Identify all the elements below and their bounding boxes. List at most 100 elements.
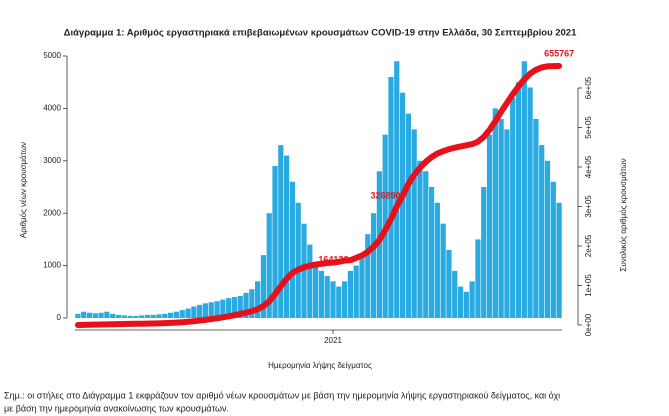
bar bbox=[179, 310, 185, 318]
bar bbox=[197, 304, 203, 318]
cumulative-line bbox=[74, 62, 563, 328]
value-label: 326890 bbox=[371, 190, 401, 200]
bar bbox=[144, 314, 151, 318]
bar bbox=[370, 213, 377, 318]
bar bbox=[168, 312, 174, 318]
bar bbox=[121, 315, 127, 318]
bar bbox=[173, 311, 180, 318]
bar bbox=[295, 202, 301, 318]
bar bbox=[220, 299, 226, 318]
bar bbox=[231, 297, 238, 318]
bar bbox=[353, 265, 359, 318]
bar bbox=[399, 92, 406, 319]
bar bbox=[446, 249, 452, 318]
x-axis-label: Ημερομηνία λήψης δείγματος bbox=[268, 361, 372, 370]
bar bbox=[544, 160, 551, 318]
bar bbox=[150, 314, 156, 318]
bar bbox=[359, 255, 365, 318]
bar bbox=[185, 308, 191, 318]
bar bbox=[156, 314, 162, 318]
bar bbox=[365, 234, 371, 318]
x-tick-label: 2021 bbox=[324, 336, 342, 345]
bar bbox=[550, 181, 556, 318]
bar bbox=[527, 87, 533, 318]
bar bbox=[469, 281, 475, 318]
bar bbox=[284, 155, 290, 318]
y2-tick-label: 5e+05 bbox=[584, 116, 593, 139]
bar bbox=[452, 270, 458, 318]
bar bbox=[388, 76, 394, 319]
bar bbox=[226, 298, 232, 318]
bar bbox=[405, 113, 411, 318]
bar bbox=[521, 61, 527, 319]
value-label: 655767 bbox=[544, 48, 574, 58]
y-tick-label: 3000 bbox=[43, 156, 61, 165]
bar bbox=[75, 313, 81, 318]
bar bbox=[301, 223, 307, 318]
bar bbox=[457, 286, 464, 318]
bar bbox=[394, 61, 400, 319]
bar bbox=[341, 281, 348, 318]
bar bbox=[481, 187, 487, 318]
y-tick-label: 5000 bbox=[43, 51, 61, 60]
bar bbox=[330, 281, 336, 318]
bar bbox=[115, 314, 122, 318]
bar bbox=[324, 276, 330, 318]
bar bbox=[504, 129, 510, 318]
bar bbox=[260, 255, 267, 318]
bar bbox=[214, 301, 220, 318]
note: Σημ.: οι στήλες στο Διάγραμμα 1 εκφράζου… bbox=[4, 390, 560, 400]
bar bbox=[440, 223, 446, 318]
bar bbox=[336, 286, 342, 318]
y2-tick-label: 0e+00 bbox=[584, 313, 593, 336]
bar bbox=[307, 244, 313, 318]
bar bbox=[278, 145, 284, 318]
y2-tick-label: 2e+05 bbox=[584, 234, 593, 257]
note: με βάση την ημερομηνία ανακοίνωσης των κ… bbox=[4, 403, 229, 413]
bar bbox=[486, 134, 493, 318]
bar bbox=[208, 302, 214, 318]
bar bbox=[434, 202, 440, 318]
bar bbox=[243, 292, 249, 318]
y-tick-label: 1000 bbox=[43, 261, 61, 270]
bar bbox=[249, 289, 255, 318]
y-axis-label: Αριθμός νέων κρουσμάτων bbox=[19, 142, 28, 238]
bar bbox=[110, 313, 116, 318]
bar bbox=[492, 108, 498, 319]
y-tick-label: 2000 bbox=[43, 208, 61, 217]
y-tick-label: 0 bbox=[57, 313, 62, 322]
bar bbox=[515, 82, 522, 318]
bar bbox=[86, 312, 93, 318]
bar bbox=[272, 166, 278, 318]
bar bbox=[98, 312, 104, 318]
bar bbox=[556, 202, 562, 318]
bar bbox=[411, 129, 417, 318]
value-label: 164136 bbox=[318, 255, 348, 265]
bar bbox=[266, 213, 272, 318]
bar bbox=[133, 315, 139, 318]
bar bbox=[498, 118, 504, 318]
bar bbox=[318, 270, 325, 318]
bar bbox=[475, 239, 481, 318]
y2-axis-label: Συνολικός αριθμός κρουσμάτων bbox=[619, 158, 628, 271]
bar bbox=[255, 281, 261, 318]
y2-tick-label: 3e+05 bbox=[584, 195, 593, 218]
y2-tick-label: 4e+05 bbox=[584, 155, 593, 178]
bar bbox=[417, 160, 423, 318]
bar bbox=[533, 118, 539, 318]
bar bbox=[191, 306, 197, 318]
y2-tick-label: 1e+05 bbox=[584, 274, 593, 297]
bar bbox=[289, 181, 296, 318]
bar bbox=[104, 311, 110, 318]
chart-title: Διάγραμμα 1: Αριθμός εργαστηριακά επιβεβ… bbox=[64, 28, 577, 39]
bar bbox=[423, 171, 429, 318]
y-tick-label: 4000 bbox=[43, 104, 61, 113]
bar bbox=[139, 315, 145, 318]
bar bbox=[162, 313, 168, 318]
bar bbox=[81, 311, 87, 318]
bar bbox=[428, 187, 435, 318]
bar bbox=[312, 265, 319, 318]
bar bbox=[127, 315, 133, 318]
bar bbox=[347, 270, 353, 318]
